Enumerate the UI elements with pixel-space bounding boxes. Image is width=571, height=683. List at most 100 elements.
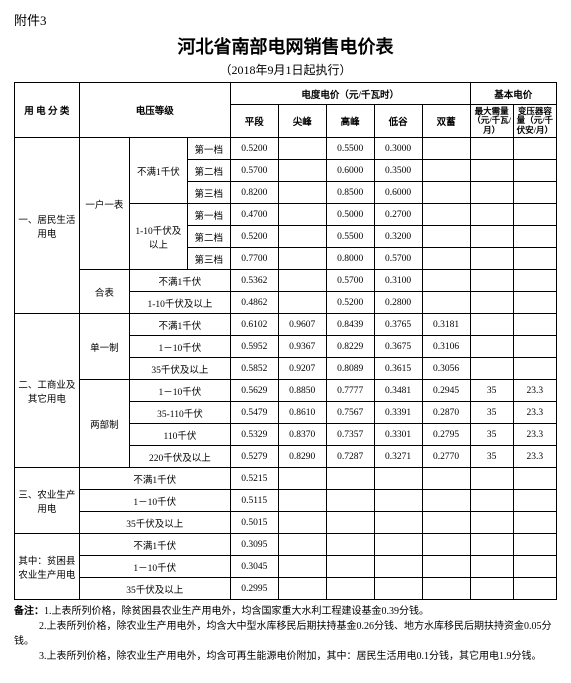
cell xyxy=(470,160,513,182)
tier: 第一档 xyxy=(187,204,230,226)
cell xyxy=(470,578,513,600)
h-p2: 高峰 xyxy=(326,105,374,138)
cell xyxy=(470,204,513,226)
cell xyxy=(513,578,556,600)
cell: 0.5852 xyxy=(230,358,278,380)
cell xyxy=(513,160,556,182)
cell: 0.3100 xyxy=(374,270,422,292)
volt: 35千伏及以上 xyxy=(79,512,230,534)
cell xyxy=(326,468,374,490)
cell xyxy=(278,512,326,534)
cell xyxy=(422,512,470,534)
cell xyxy=(374,490,422,512)
cell: 0.5000 xyxy=(326,204,374,226)
volt: 1-10千伏及以上 xyxy=(130,292,231,314)
cell xyxy=(278,292,326,314)
cell xyxy=(513,204,556,226)
cell: 0.5215 xyxy=(230,468,278,490)
cell xyxy=(513,138,556,160)
cell: 0.3000 xyxy=(374,138,422,160)
cell xyxy=(422,160,470,182)
cell: 0.5200 xyxy=(326,292,374,314)
note-3: 3.上表所列价格，除农业生产用电外，均含可再生能源电价附加，其中：居民生活用电0… xyxy=(14,651,542,662)
cell: 0.2995 xyxy=(230,578,278,600)
cat2-sys1: 单一制 xyxy=(79,314,129,380)
table-row: 1－10千伏0.3045 xyxy=(15,556,557,578)
cat1-v1: 不满1千伏 xyxy=(130,138,188,204)
h-demand: 最大需量（元/千瓦/月） xyxy=(470,105,513,138)
cell: 0.6000 xyxy=(374,182,422,204)
cell xyxy=(470,358,513,380)
volt: 不满1千伏 xyxy=(79,534,230,556)
table-row: 35千伏及以上0.5015 xyxy=(15,512,557,534)
h-p4: 双蓄 xyxy=(422,105,470,138)
cell: 35 xyxy=(470,402,513,424)
cell: 0.5700 xyxy=(326,270,374,292)
cell xyxy=(278,468,326,490)
cell: 0.5500 xyxy=(326,226,374,248)
notes-label: 备注： xyxy=(14,606,44,617)
cell xyxy=(513,556,556,578)
cell xyxy=(422,270,470,292)
cell xyxy=(513,182,556,204)
cell xyxy=(278,556,326,578)
h-p1: 尖峰 xyxy=(278,105,326,138)
cell xyxy=(422,292,470,314)
volt: 1－10千伏 xyxy=(79,490,230,512)
table-row: 两部制1－10千伏0.56290.88500.77770.34810.29453… xyxy=(15,380,557,402)
cell: 0.3056 xyxy=(422,358,470,380)
volt: 35千伏及以上 xyxy=(130,358,231,380)
cell: 0.5115 xyxy=(230,490,278,512)
cell: 0.6102 xyxy=(230,314,278,336)
cell xyxy=(513,270,556,292)
cell xyxy=(470,512,513,534)
cell xyxy=(374,534,422,556)
cell xyxy=(422,534,470,556)
cell xyxy=(470,314,513,336)
attachment-label: 附件3 xyxy=(14,10,557,29)
cell: 0.5362 xyxy=(230,270,278,292)
volt: 1－10千伏 xyxy=(79,556,230,578)
cell xyxy=(470,138,513,160)
cell: 0.8229 xyxy=(326,336,374,358)
cell xyxy=(422,248,470,270)
cell: 0.3675 xyxy=(374,336,422,358)
cell xyxy=(422,578,470,600)
cell xyxy=(513,292,556,314)
cell: 35 xyxy=(470,380,513,402)
cat1-meter1: 一户一表 xyxy=(79,138,129,270)
volt: 35千伏及以上 xyxy=(79,578,230,600)
cell: 0.9607 xyxy=(278,314,326,336)
cell: 0.2770 xyxy=(422,446,470,468)
cell: 0.9367 xyxy=(278,336,326,358)
cell xyxy=(422,490,470,512)
cell: 0.5700 xyxy=(230,160,278,182)
cell xyxy=(470,556,513,578)
cell: 23.3 xyxy=(513,424,556,446)
volt: 110千伏 xyxy=(130,424,231,446)
cell xyxy=(513,468,556,490)
page-subtitle: （2018年9月1日起执行） xyxy=(14,61,557,78)
cell xyxy=(470,336,513,358)
cell: 0.8000 xyxy=(326,248,374,270)
cell xyxy=(422,468,470,490)
cell xyxy=(422,138,470,160)
cat1-name: 一、居民生活用电 xyxy=(15,138,80,314)
cell xyxy=(278,270,326,292)
cell: 0.7567 xyxy=(326,402,374,424)
page-title: 河北省南部电网销售电价表 xyxy=(14,33,557,59)
cell: 0.3181 xyxy=(422,314,470,336)
cell xyxy=(422,204,470,226)
cell xyxy=(513,336,556,358)
cell: 0.7700 xyxy=(230,248,278,270)
volt: 不满1千伏 xyxy=(130,314,231,336)
cell xyxy=(278,226,326,248)
cell xyxy=(374,512,422,534)
cell: 0.8610 xyxy=(278,402,326,424)
cell: 0.5479 xyxy=(230,402,278,424)
volt: 不满1千伏 xyxy=(130,270,231,292)
cell: 23.3 xyxy=(513,446,556,468)
volt: 220千伏及以上 xyxy=(130,446,231,468)
cat1-v2: 1-10千伏及以上 xyxy=(130,204,188,270)
price-table: 用 电 分 类 电压等级 电度电价（元/千瓦时） 基本电价 平段 尖峰 高峰 低… xyxy=(14,82,557,600)
